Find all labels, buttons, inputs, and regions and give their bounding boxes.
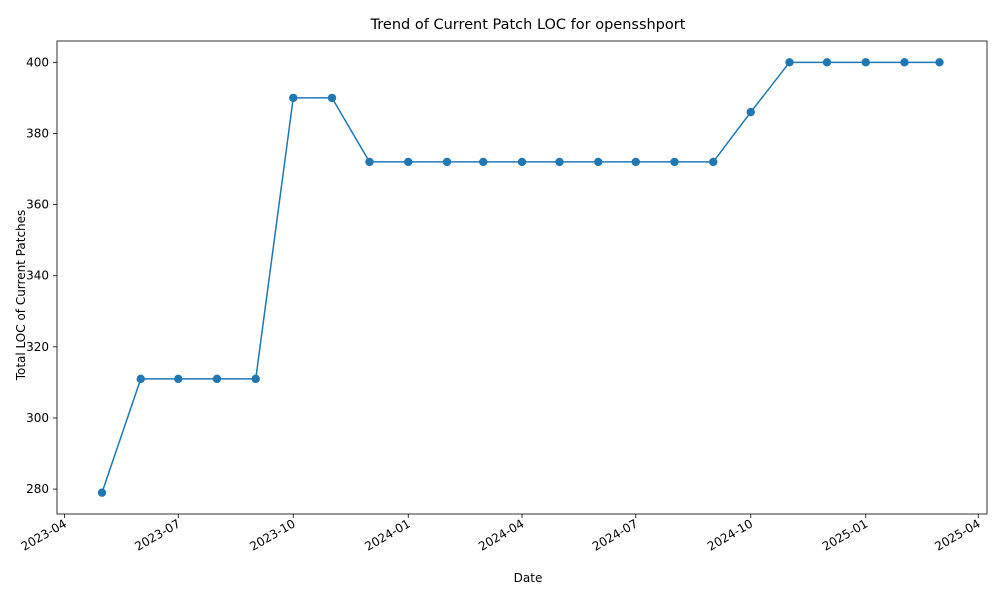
y-tick-label: 360: [26, 198, 49, 212]
data-point: [670, 157, 679, 167]
plot-area: [56, 40, 988, 515]
data-point: [785, 58, 794, 67]
series-layer: [97, 58, 944, 497]
data-point: [442, 157, 452, 167]
y-tick-label: 280: [26, 482, 49, 496]
data-point: [861, 58, 870, 67]
data-point: [136, 374, 145, 384]
data-point: [365, 157, 374, 167]
data-point: [289, 93, 298, 103]
data-point: [327, 93, 337, 103]
data-point: [594, 157, 603, 167]
data-point: [517, 157, 527, 167]
y-axis: 280 300 320 340 360 380 400: [26, 55, 57, 496]
data-point: [174, 374, 183, 384]
data-point: [709, 157, 718, 167]
data-point: [404, 157, 413, 167]
data-point: [746, 107, 755, 117]
data-point: [251, 374, 260, 384]
data-point: [900, 58, 909, 67]
chart-title: Trend of Current Patch LOC for opensshpo…: [370, 17, 686, 33]
y-tick-label: 400: [26, 55, 49, 69]
data-point: [935, 58, 944, 67]
data-point: [631, 157, 640, 167]
y-tick-label: 320: [26, 340, 49, 354]
x-axis-title: Date: [514, 571, 543, 585]
y-axis-title: Total LOC of Current Patches: [14, 210, 28, 382]
y-tick-label: 340: [26, 269, 49, 283]
y-tick-label: 380: [26, 126, 49, 140]
data-point: [97, 488, 107, 497]
data-point: [212, 374, 222, 384]
data-point: [479, 157, 488, 167]
data-point: [822, 58, 832, 67]
y-tick-label: 300: [26, 411, 49, 425]
data-point: [555, 157, 564, 167]
